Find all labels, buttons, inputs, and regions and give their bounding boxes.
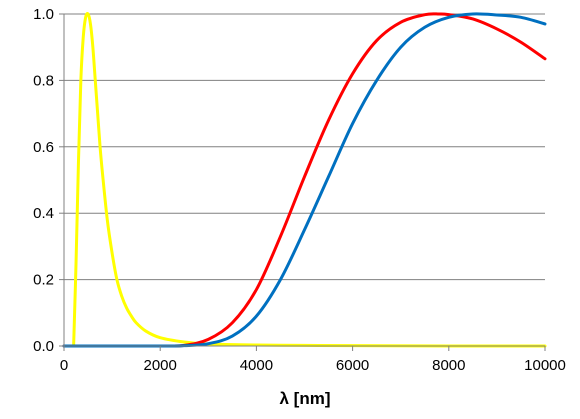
x-tick-label: 10000	[524, 357, 566, 374]
series-layer	[62, 12, 547, 348]
y-tick-label: 0.8	[33, 72, 54, 89]
x-tick-label: 8000	[432, 357, 465, 374]
x-tick-label: 4000	[240, 357, 273, 374]
y-tick-label: 1.0	[33, 6, 54, 23]
axis-layer: 0.0 0.2 0.4 0.6 0.8 1.0 0 2000 4000 6000 8000 10000	[33, 6, 566, 374]
x-axis-title: λ [nm]	[280, 389, 331, 408]
x-tick-label: 0	[60, 357, 68, 374]
x-tick-label: 2000	[144, 357, 177, 374]
series-line-2	[62, 12, 547, 348]
series-line-1	[72, 12, 547, 348]
y-tick-label: 0.6	[33, 139, 54, 156]
y-tick-label: 0.2	[33, 272, 54, 289]
series-line-3	[62, 12, 547, 348]
y-tick-label: 0.4	[33, 205, 54, 222]
x-tick-label: 6000	[336, 357, 369, 374]
y-tick-label: 0.0	[33, 338, 54, 355]
